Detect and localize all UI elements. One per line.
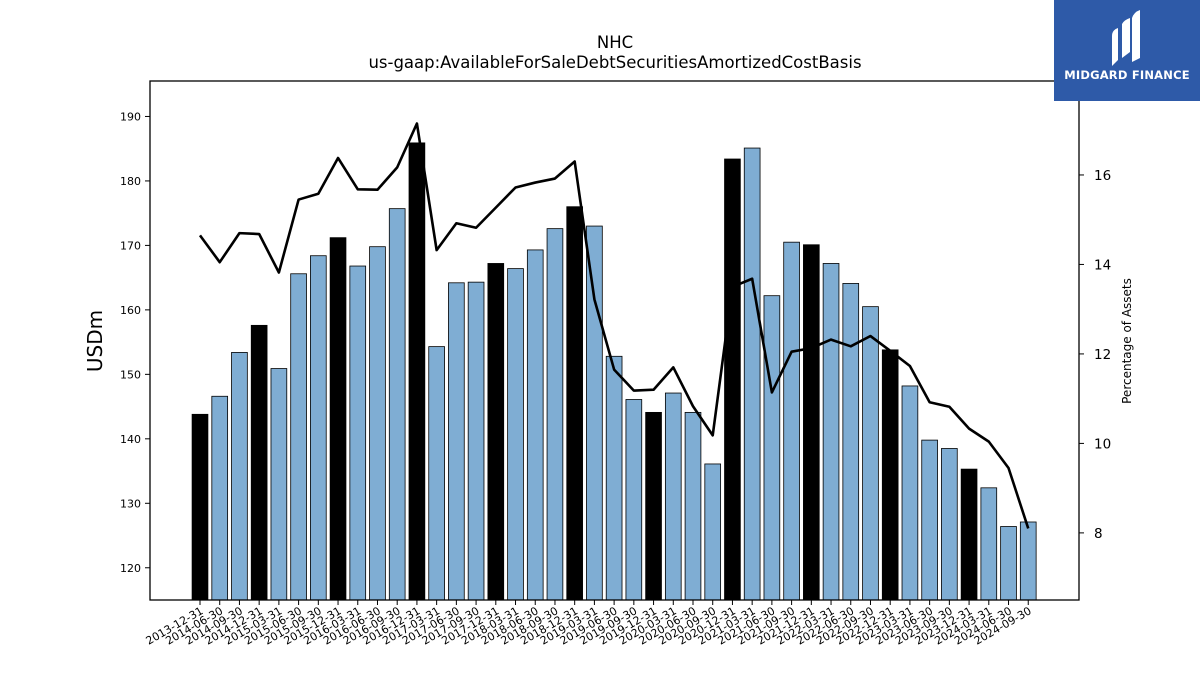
bar: [408, 142, 426, 601]
bar: [487, 263, 505, 601]
bar: [822, 263, 840, 601]
bar: [783, 241, 800, 601]
bar: [684, 411, 702, 601]
bar: [526, 249, 544, 601]
y2-tick-label: 14: [1094, 257, 1111, 273]
y-tick-label: 130: [120, 497, 141, 510]
chart-subtitle: us-gaap:AvailableForSaleDebtSecuritiesAm…: [368, 53, 861, 72]
bar: [842, 283, 860, 601]
y-tick-label: 160: [120, 304, 141, 317]
bar: [645, 411, 662, 601]
brand-name: MIDGARD FINANCE: [1064, 68, 1190, 82]
percentage-line: [198, 122, 1030, 529]
y-tick-label: 170: [120, 239, 141, 252]
bar: [1019, 521, 1037, 601]
y2-tick-label: 12: [1094, 347, 1111, 363]
bar: [310, 255, 327, 601]
bar: [960, 468, 978, 601]
bar: [941, 448, 958, 601]
y-tick-label: 150: [120, 368, 141, 381]
bar: [250, 324, 268, 601]
bar: [980, 487, 998, 601]
bar: [428, 346, 445, 601]
midgard-logo-icon: [1112, 10, 1140, 66]
bar: [901, 385, 919, 601]
bar: [921, 439, 938, 601]
bar: [1000, 526, 1017, 601]
bar: [369, 246, 386, 601]
bar: [290, 273, 307, 601]
bar: [862, 306, 879, 601]
bar: [448, 282, 465, 601]
bar: [566, 206, 583, 601]
bar: [625, 399, 643, 601]
bar: [211, 395, 229, 601]
bar: [191, 413, 209, 601]
bar: [743, 147, 761, 601]
bar: [704, 463, 722, 601]
bar: [803, 244, 820, 601]
y2-tick-label: 8: [1094, 526, 1103, 542]
bar: [546, 228, 564, 601]
chart-title: NHC: [597, 33, 633, 52]
bar: [763, 295, 781, 601]
bar: [329, 237, 347, 601]
y-axis-label: USDm: [83, 310, 107, 372]
bar: [664, 392, 682, 601]
line-layer: [198, 122, 1030, 529]
bar: [724, 158, 741, 601]
bar: [231, 352, 248, 601]
axes-layer: 1201301401501601701801908101214162013-12…: [120, 80, 1111, 648]
bar: [586, 225, 603, 601]
bar: [270, 368, 288, 601]
y2-tick-label: 10: [1094, 436, 1111, 452]
bar: [349, 265, 367, 601]
bar: [605, 355, 623, 601]
y-tick-label: 180: [120, 175, 141, 188]
brand-logo: MIDGARD FINANCE: [1054, 0, 1200, 101]
y-tick-label: 190: [120, 110, 141, 123]
bar: [507, 268, 524, 601]
y2-tick-label: 16: [1094, 168, 1111, 184]
bar: [388, 208, 406, 601]
bar: [467, 281, 485, 601]
y-tick-label: 140: [120, 433, 141, 446]
y2-axis-label: Percentage of Assets: [1120, 278, 1134, 404]
bar: [881, 349, 899, 601]
y-tick-label: 120: [120, 562, 141, 575]
